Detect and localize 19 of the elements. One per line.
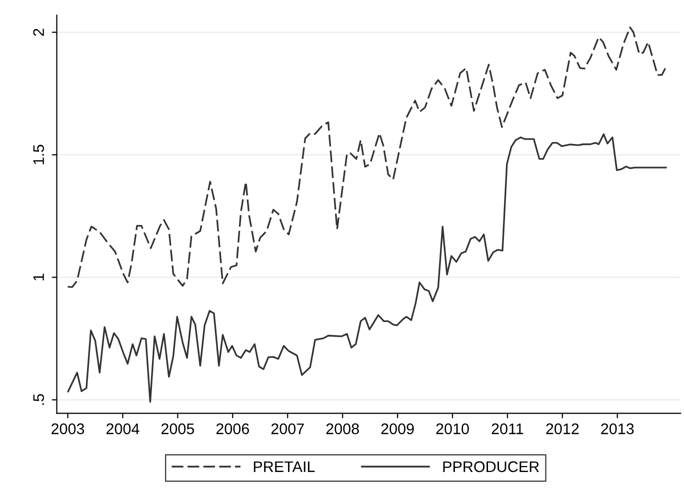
x-tick-label: 2005	[161, 423, 194, 434]
line-series	[66, 26, 668, 288]
x-tick-label: 2011	[492, 423, 524, 434]
x-tick-label: 2009	[381, 423, 414, 434]
x-tick-label: 2007	[271, 423, 304, 434]
x-tick-label: 2012	[546, 423, 579, 434]
x-tick-label: 2003	[52, 423, 84, 434]
y-tick-label: .5	[33, 394, 44, 405]
x-tick-label: 2010	[436, 423, 469, 434]
legend-label: PPRODUCER	[443, 461, 539, 472]
y-tick-label: 2	[33, 28, 44, 36]
y-tick-label: 1.5	[33, 144, 44, 164]
x-tick-label: 2004	[106, 423, 140, 434]
x-tick-label: 2008	[326, 423, 359, 434]
legend-label: PRETAIL	[254, 461, 315, 472]
x-tick-label: 2013	[601, 423, 634, 434]
x-tick-label: 2006	[216, 423, 249, 434]
line-series	[66, 133, 668, 403]
y-tick-label: 1	[33, 274, 44, 280]
